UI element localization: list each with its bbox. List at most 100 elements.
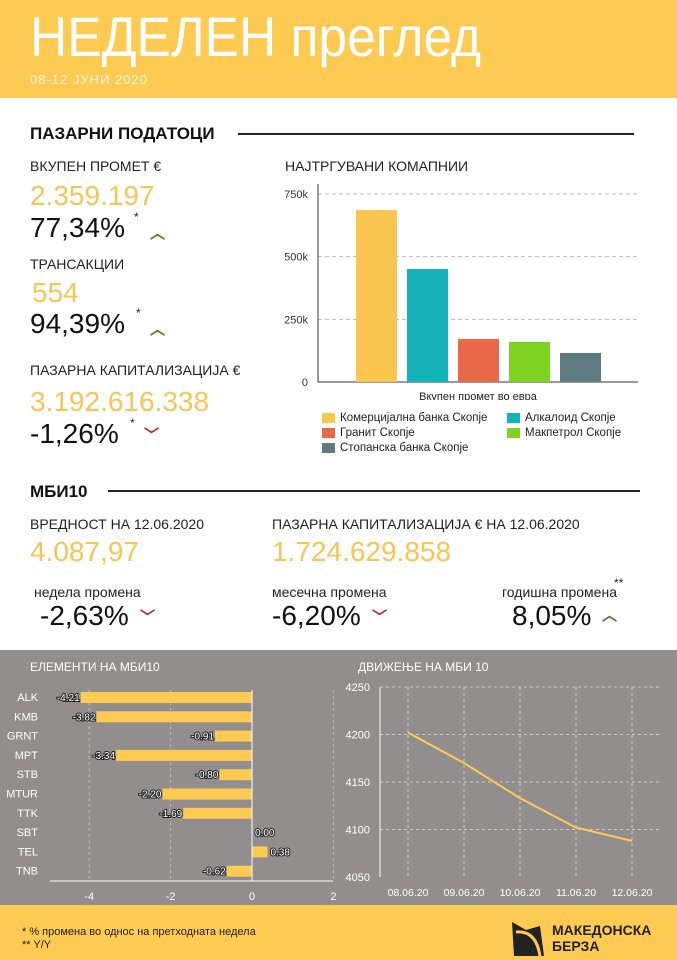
yearly-change-label: годишна промена bbox=[502, 584, 617, 600]
data-label: 0.00 bbox=[255, 828, 275, 839]
category-label: KMB bbox=[14, 711, 38, 723]
category-label: ALK bbox=[17, 692, 38, 704]
weekly-change-value: -2,63% bbox=[40, 600, 129, 631]
bar-KMB bbox=[96, 711, 252, 723]
x-tick-label: 11.06.20 bbox=[556, 887, 596, 899]
yearly-change-value: 8,05% bbox=[512, 600, 592, 631]
bar-2 bbox=[458, 338, 499, 382]
footnote-star: * bbox=[136, 306, 141, 320]
data-label: -0.91 bbox=[191, 732, 214, 743]
category-label: STB bbox=[17, 769, 38, 781]
x-tick-label: 0 bbox=[249, 891, 255, 903]
monthly-change-label: месечна промена bbox=[272, 584, 387, 600]
turnover-label: ВКУПЕН ПРОМЕТ € bbox=[30, 158, 162, 174]
y-tick-label: 250k bbox=[284, 314, 308, 326]
market-cap-value: 3.192.616.338 bbox=[30, 386, 210, 417]
arrow-down-icon: ﹀ bbox=[140, 609, 156, 626]
category-label: MTUR bbox=[6, 789, 38, 801]
legend-item: Алкалоид Скопје bbox=[507, 412, 637, 424]
x-axis-label: Вкупен промет во евра bbox=[419, 391, 538, 400]
mbi-value-label: ВРЕДНОСТ НА 12.06.2020 bbox=[30, 516, 204, 532]
exchange-logo-icon bbox=[512, 922, 544, 957]
transactions-label: ТРАНСАКЦИИ bbox=[30, 256, 125, 272]
logo-text: МАКЕДОНСКА БЕРЗА bbox=[552, 922, 651, 954]
turnover-value: 2.359.197 bbox=[30, 180, 155, 211]
legend-swatch bbox=[322, 443, 335, 453]
bar-GRNT bbox=[214, 730, 252, 742]
bar-TTK bbox=[183, 807, 252, 819]
bar-MPT bbox=[116, 749, 252, 761]
bar-MTUR bbox=[162, 788, 252, 800]
y-tick-label: 750k bbox=[284, 189, 308, 201]
bar-STB bbox=[219, 769, 252, 781]
chart-title: НАЈТРГУВАНИ КОМАПНИИ bbox=[285, 158, 469, 174]
legend-label: Макпетрол Скопје bbox=[525, 427, 622, 439]
bar-TNB bbox=[226, 865, 252, 877]
arrow-down-icon: ﹀ bbox=[372, 609, 388, 626]
transactions-change: 94,39% bbox=[30, 308, 125, 339]
footnote-2: ** Y/Y bbox=[22, 939, 52, 951]
x-tick-label: 09.06.20 bbox=[444, 887, 485, 899]
bar-3 bbox=[509, 341, 550, 382]
y-tick-label: 4200 bbox=[346, 730, 370, 742]
chart-title: ДВИЖЕЊЕ НА МБИ 10 bbox=[358, 660, 489, 674]
y-tick-label: 4050 bbox=[346, 872, 370, 884]
data-label: -4.21 bbox=[57, 693, 80, 704]
logo-line-2: БЕРЗА bbox=[552, 938, 600, 954]
divider bbox=[238, 133, 634, 135]
legend-item: Макпетрол Скопје bbox=[507, 427, 637, 439]
footnote-star: ** bbox=[614, 576, 624, 590]
mbi-cap-value: 1.724.629.858 bbox=[272, 536, 452, 567]
market-cap-change: -1,26% bbox=[30, 418, 119, 449]
legend-label: Гранит Скопје bbox=[340, 427, 415, 439]
y-tick-label: 4250 bbox=[346, 682, 370, 694]
legend-swatch bbox=[322, 428, 335, 438]
category-label: SBT bbox=[17, 827, 39, 839]
bar-TEL bbox=[252, 846, 268, 858]
section-title-mbi: МБИ10 bbox=[30, 482, 88, 501]
category-label: TEL bbox=[18, 846, 38, 858]
y-tick-label: 500k bbox=[284, 252, 308, 264]
footnote-star: * bbox=[134, 210, 139, 224]
bar-1 bbox=[407, 268, 448, 382]
x-tick-label: 2 bbox=[330, 891, 336, 903]
arrow-up-icon: ︿ bbox=[602, 607, 618, 624]
mbi-cap-label: ПАЗАРНА КАПИТАЛИЗАЦИЈА € НА 12.06.2020 bbox=[272, 516, 580, 532]
bar-4 bbox=[560, 352, 601, 382]
legend-swatch bbox=[507, 413, 520, 423]
x-tick-label: 12.06.20 bbox=[612, 887, 653, 899]
legend-swatch bbox=[322, 413, 335, 423]
transactions-value: 554 bbox=[32, 277, 79, 308]
mbi-movement-chart: 4050 4100 4150 4200 4250 08.06.20 09.06.20 10.0… bbox=[346, 682, 662, 899]
weekly-change-label: недела промена bbox=[34, 584, 141, 600]
mbi-elements-chart: -4 -2 0 2 ALK -4.21 KMB -3.82 GRNT -0.91 MPT -3.34 S… bbox=[6, 690, 336, 903]
monthly-change-value: -6,20% bbox=[272, 600, 361, 631]
bar-0 bbox=[356, 210, 397, 382]
footer bbox=[0, 905, 677, 960]
divider bbox=[108, 490, 640, 492]
data-label: 0.38 bbox=[270, 847, 290, 858]
mbi-value: 4.087,97 bbox=[30, 536, 139, 567]
page-title: НЕДЕЛЕН преглед bbox=[30, 5, 482, 68]
legend-label: Стопанска банка Скопје bbox=[340, 442, 469, 454]
y-tick-label: 4150 bbox=[346, 777, 370, 789]
legend-item: Стопанска банка Скопје bbox=[322, 442, 507, 454]
date-range: 08-12 ЈУНИ 2020 bbox=[30, 72, 148, 87]
market-cap-label: ПАЗАРНА КАПИТАЛИЗАЦИЈА € bbox=[30, 362, 241, 378]
arrow-up-icon: ︿ bbox=[150, 225, 166, 242]
legend-item: Гранит Скопје bbox=[322, 427, 507, 439]
arrow-down-icon: ﹀ bbox=[144, 427, 160, 444]
legend-swatch bbox=[507, 428, 520, 438]
arrow-up-icon: ︿ bbox=[150, 321, 166, 338]
x-tick-label: -2 bbox=[166, 891, 176, 903]
data-label: -3.34 bbox=[92, 751, 115, 762]
footnote-1: * % промена во однос на претходната неде… bbox=[22, 926, 256, 938]
footnote-star: * bbox=[130, 416, 135, 430]
header-banner bbox=[0, 0, 677, 98]
legend-label: Алкалоид Скопје bbox=[525, 412, 616, 424]
y-tick-label: 4100 bbox=[346, 825, 370, 837]
data-label: -0.62 bbox=[203, 867, 226, 878]
bar-ALK bbox=[80, 692, 252, 703]
section-title-market: ПАЗАРНИ ПОДАТОЦИ bbox=[30, 124, 215, 143]
turnover-change: 77,34% bbox=[30, 212, 125, 243]
